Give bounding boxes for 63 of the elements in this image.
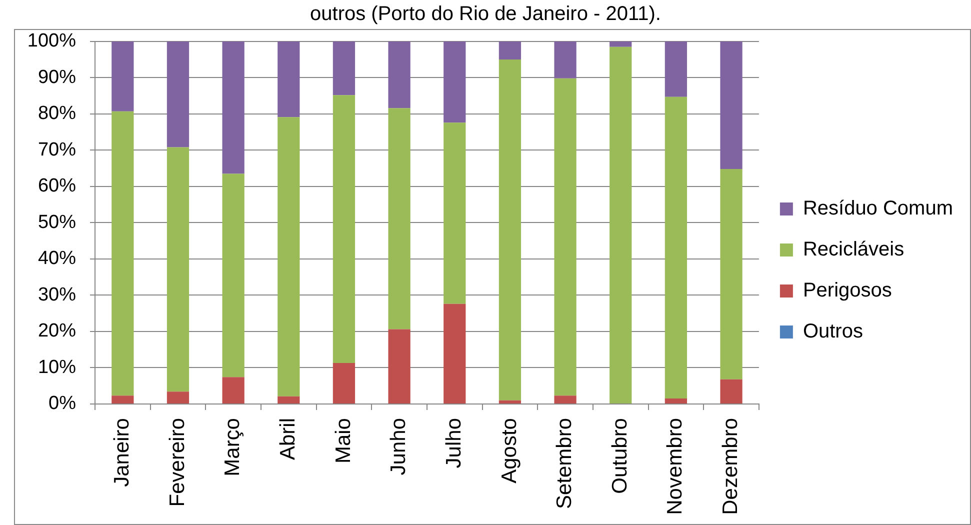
bar: [664, 96, 688, 399]
y-tick-label: 20%: [38, 320, 76, 342]
bar: [444, 41, 466, 123]
bar: [278, 41, 300, 118]
legend-label: Resíduo Comum: [802, 198, 954, 220]
bar: [112, 41, 134, 112]
y-tick-label: 90%: [38, 66, 76, 88]
legend-label: Outros: [802, 320, 863, 343]
x-tick-label: Julho: [442, 418, 466, 468]
bar: [498, 400, 522, 404]
x-tick-label: Dezembro: [719, 418, 742, 515]
bar: [332, 41, 356, 96]
bar: [664, 398, 688, 404]
y-tick-label: 50%: [38, 212, 76, 233]
x-tick-label: Novembro: [664, 418, 687, 515]
bar: [166, 147, 190, 392]
bar: [222, 377, 244, 404]
x-tick-label: Fevereiro: [166, 418, 189, 507]
bar: [720, 169, 742, 380]
bar: [278, 396, 300, 404]
x-tick-label: Janeiro: [110, 418, 134, 487]
bar: [554, 41, 576, 78]
bar: [278, 117, 300, 396]
y-tick-label: 10%: [38, 356, 76, 378]
x-tick-label: Outubro: [608, 418, 632, 494]
bar: [444, 122, 466, 304]
y-tick-label: 30%: [38, 284, 76, 306]
bar: [112, 396, 134, 404]
bar: [498, 41, 522, 60]
bar: [222, 174, 244, 378]
bar: [332, 95, 356, 364]
bar: [610, 46, 632, 404]
y-tick-label: 70%: [38, 139, 76, 160]
legend-label: Recicláveis: [802, 238, 904, 261]
bar: [166, 41, 190, 148]
y-tick-label: 0%: [48, 393, 76, 414]
bar: [388, 108, 410, 330]
bar: [720, 379, 742, 404]
x-tick-label: Agosto: [498, 418, 521, 484]
x-tick-label: Junho: [387, 418, 410, 476]
y-tick-label: 40%: [38, 248, 76, 270]
bar: [498, 60, 522, 400]
bar: [388, 329, 410, 404]
bar: [388, 41, 410, 108]
y-tick-label: 80%: [38, 103, 76, 124]
bar: [444, 304, 466, 404]
bar: [332, 363, 356, 404]
bar: [664, 41, 688, 97]
bar: [720, 41, 742, 170]
bar: [610, 41, 632, 47]
x-tick-label: Abril: [276, 418, 300, 460]
legend-label: Perigosos: [802, 280, 892, 302]
bar: [222, 41, 244, 174]
x-tick-label: Maio: [332, 418, 355, 464]
bar: [166, 392, 190, 404]
bar: [554, 78, 576, 396]
bar: [112, 111, 134, 396]
chart-title: outros (Porto do Rio de Janeiro - 2011).: [309, 2, 662, 26]
y-tick-label: 60%: [38, 176, 76, 197]
y-tick-label: 100%: [27, 30, 76, 52]
x-tick-label: Setembro: [553, 418, 576, 510]
x-tick-label: Março: [221, 418, 244, 476]
bar: [554, 396, 576, 404]
